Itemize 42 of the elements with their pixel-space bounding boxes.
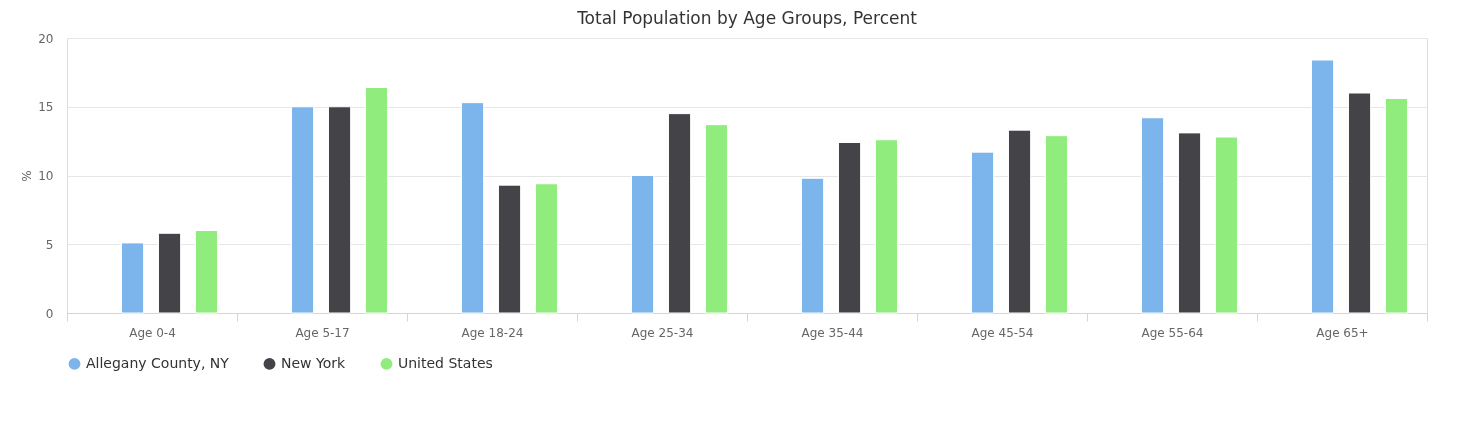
y-axis-title: %: [20, 170, 35, 182]
bar: [704, 124, 729, 314]
y-tick-label: 15: [38, 100, 54, 115]
x-tick-label: Age 65+: [1316, 325, 1369, 340]
x-tick-label: Age 25-34: [631, 325, 694, 340]
legend-label: United States: [398, 354, 493, 371]
bar: [1384, 98, 1409, 314]
bar: [667, 113, 692, 314]
bar: [1311, 59, 1335, 314]
bar: [837, 142, 862, 314]
x-tick-label: Age 35-44: [801, 325, 864, 340]
bar: [1214, 136, 1239, 314]
bar: [1347, 92, 1372, 314]
x-tick-label: Age 18-24: [461, 325, 524, 340]
bar: [194, 230, 219, 314]
y-tick-label: 10: [38, 169, 54, 183]
bar: [874, 139, 899, 314]
legend-label: Allegany County, NY: [86, 354, 230, 371]
y-tick-label: 0: [45, 306, 54, 321]
bar: [291, 106, 315, 314]
bar: [461, 102, 485, 314]
y-tick-label: 5: [45, 237, 54, 252]
legend-label: New York: [281, 354, 346, 371]
bar: [1141, 117, 1165, 314]
bar: [364, 87, 389, 314]
bar: [1007, 129, 1032, 314]
chart-title: Total Population by Age Groups, Percent: [576, 8, 918, 28]
bar: [121, 242, 145, 314]
x-tick-label: Age 45-54: [971, 325, 1034, 340]
x-tick-label: Age 0-4: [129, 325, 176, 340]
bar: [497, 184, 522, 314]
bar: [157, 232, 182, 314]
bar: [801, 177, 825, 314]
y-tick-label: 20: [38, 31, 54, 46]
bar: [327, 106, 352, 314]
bar: [534, 183, 559, 314]
x-tick-label: Age 5-17: [295, 325, 350, 340]
bar: [631, 175, 655, 314]
bar: [971, 151, 995, 314]
bar: [1177, 132, 1202, 314]
bar: [1044, 135, 1069, 314]
x-tick-label: Age 55-64: [1141, 325, 1204, 340]
